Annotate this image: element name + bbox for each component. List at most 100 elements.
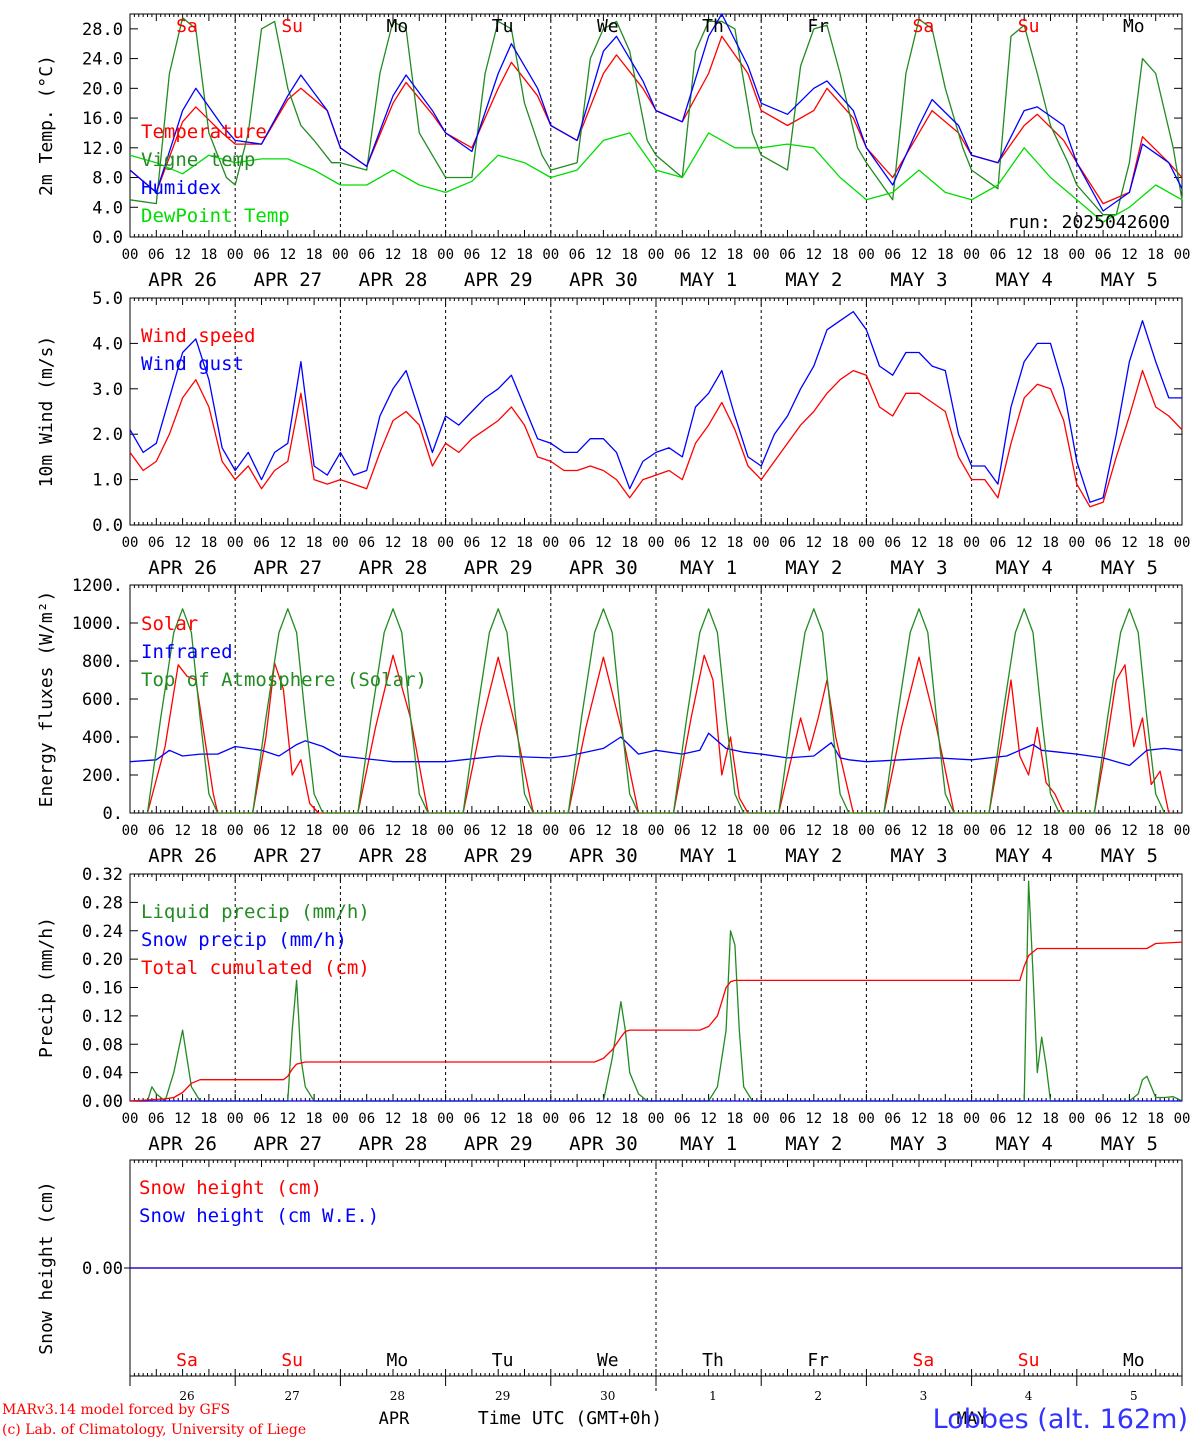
run-label: run: 2025042600 <box>1007 212 1170 233</box>
hour-label: 06 <box>569 823 586 839</box>
day-label: MAY 4 <box>996 845 1053 867</box>
hour-label: 18 <box>1042 535 1059 551</box>
hour-label: 00 <box>332 535 349 551</box>
hour-label: 00 <box>648 535 665 551</box>
y-tick-label: 0. <box>103 804 123 824</box>
hour-label: 06 <box>253 1111 270 1127</box>
hour-label: 18 <box>726 535 743 551</box>
hour-label: 00 <box>858 535 875 551</box>
legend-entry: Wind speed <box>141 325 255 347</box>
hour-label: 18 <box>306 823 323 839</box>
hour-label: 12 <box>595 247 612 263</box>
hour-label: 12 <box>700 823 717 839</box>
series-line <box>129 732 1183 767</box>
y-tick-label: 0.32 <box>82 865 123 885</box>
y-tick-label: 1.0 <box>92 471 123 491</box>
hour-label: 12 <box>700 1111 717 1127</box>
month-label-right: MAY <box>957 1409 988 1429</box>
day-label: MAY 1 <box>680 1133 737 1155</box>
legend-entry: DewPoint Temp <box>141 205 290 227</box>
day-label: APR 28 <box>359 557 428 579</box>
hour-label: 18 <box>411 535 428 551</box>
hour-label: 12 <box>385 535 402 551</box>
day-label: MAY 2 <box>785 557 842 579</box>
hour-label: 06 <box>253 247 270 263</box>
legend-entry: Infrared <box>141 641 233 663</box>
hour-label: 06 <box>989 535 1006 551</box>
weekday-label: Sa <box>913 1350 935 1371</box>
hour-label: 00 <box>542 247 559 263</box>
hour-label: 18 <box>832 247 849 263</box>
day-label: APR 27 <box>253 557 322 579</box>
day-label: MAY 2 <box>785 269 842 291</box>
hour-label: 12 <box>1016 823 1033 839</box>
day-label: MAY 4 <box>996 269 1053 291</box>
legend-entry: Snow height (cm) <box>139 1177 322 1199</box>
y-tick-label: 0.12 <box>82 1007 123 1027</box>
hour-label: 00 <box>858 1111 875 1127</box>
weekday-label: Th <box>702 16 724 37</box>
weekday-label: Sa <box>176 16 198 37</box>
weekday-label: Su <box>281 1350 303 1371</box>
hour-label: 18 <box>1147 823 1164 839</box>
hour-label: 00 <box>1174 1111 1191 1127</box>
hour-label: 18 <box>1042 823 1059 839</box>
panel-2: 0.0 1.0 2.0 3.0 4.0 5.0 10m Wind (m/s) 00 06 12 18… <box>36 289 1190 579</box>
hour-label: 18 <box>832 1111 849 1127</box>
day-label: APR 27 <box>253 1133 322 1155</box>
day-number: 1 <box>709 1389 717 1403</box>
day-label: MAY 5 <box>1101 845 1158 867</box>
legend-entry: Humidex <box>141 177 221 199</box>
hour-label: 06 <box>358 535 375 551</box>
hour-label: 06 <box>674 535 691 551</box>
y-tick-label: 20.0 <box>82 79 123 99</box>
hour-label: 12 <box>174 535 191 551</box>
y-tick-label: 5.0 <box>92 289 123 309</box>
hour-label: 06 <box>569 535 586 551</box>
hour-label: 12 <box>279 1111 296 1127</box>
weekday-label: Th <box>702 1350 724 1371</box>
y-tick-label: 28.0 <box>82 20 123 40</box>
y-tick-label: 12.0 <box>82 139 123 159</box>
day-label: MAY 4 <box>996 1133 1053 1155</box>
hour-label: 18 <box>726 1111 743 1127</box>
hour-label: 00 <box>648 247 665 263</box>
day-number: 28 <box>390 1389 405 1403</box>
hour-label: 00 <box>227 823 244 839</box>
weekday-label: We <box>597 16 619 37</box>
hour-label: 06 <box>1095 535 1112 551</box>
panel-4: 0.00 0.04 0.08 0.12 0.16 0.20 0.24 0.28 0.32 Prec… <box>36 865 1190 1155</box>
y-tick-label: 600. <box>82 690 123 710</box>
hour-label: 00 <box>122 823 139 839</box>
month-label-left: APR <box>379 1409 410 1429</box>
hour-label: 18 <box>726 823 743 839</box>
weekday-label: Fr <box>807 16 829 37</box>
hour-label: 18 <box>1042 247 1059 263</box>
day-label: MAY 4 <box>996 557 1053 579</box>
x-axis-title: Time UTC (GMT+0h) <box>478 1408 662 1429</box>
y-tick-label: 0.08 <box>82 1035 123 1055</box>
day-label: APR 29 <box>464 1133 533 1155</box>
weekday-label: We <box>597 1350 619 1371</box>
y-tick-label: 400. <box>82 728 123 748</box>
hour-label: 18 <box>306 535 323 551</box>
hour-label: 00 <box>963 823 980 839</box>
hour-label: 00 <box>1068 535 1085 551</box>
legend-entry: Temperature <box>141 121 267 143</box>
hour-label: 06 <box>779 1111 796 1127</box>
hour-label: 06 <box>884 535 901 551</box>
day-label: APR 26 <box>148 1133 217 1155</box>
panel-3: 0. 200. 400. 600. 800. 1000. 1200. Energy fluxe… <box>36 576 1190 867</box>
hour-label: 06 <box>1095 1111 1112 1127</box>
hour-label: 18 <box>1147 535 1164 551</box>
y-tick-label: 0.16 <box>82 979 123 999</box>
hour-label: 00 <box>122 1111 139 1127</box>
hour-label: 00 <box>1068 823 1085 839</box>
hour-label: 12 <box>700 535 717 551</box>
y-tick-label: 0.20 <box>82 950 123 970</box>
hour-label: 12 <box>595 535 612 551</box>
hour-label: 18 <box>621 823 638 839</box>
hour-label: 00 <box>858 823 875 839</box>
hour-label: 12 <box>174 1111 191 1127</box>
legend-entry: Liquid precip (mm/h) <box>141 901 370 923</box>
